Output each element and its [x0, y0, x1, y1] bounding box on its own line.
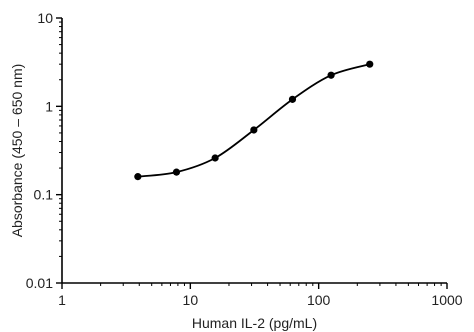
x-tick-label: 10 — [183, 292, 199, 308]
axes — [61, 18, 447, 284]
data-point — [172, 168, 181, 176]
x-axis-ticks: 1 10 100 1000 — [58, 283, 463, 308]
data-point — [288, 95, 297, 103]
data-point — [134, 173, 142, 181]
x-tick-label: 1000 — [431, 292, 462, 308]
y-tick-label: 0.01 — [26, 275, 53, 291]
data-point — [327, 71, 335, 79]
y-axis-title: Absorbance (450 – 650 nm) — [9, 64, 25, 238]
y-tick-label: 1 — [45, 98, 53, 114]
x-tick-label: 1 — [58, 292, 66, 308]
data-point — [366, 60, 374, 68]
data-point — [211, 154, 219, 162]
data-point — [250, 126, 258, 134]
x-axis-title: Human IL-2 (pg/mL) — [192, 315, 317, 331]
fit-curve — [137, 63, 370, 178]
y-tick-label: 0.1 — [34, 187, 54, 203]
series-layer — [134, 60, 374, 181]
y-tick-label: 10 — [37, 10, 53, 26]
y-axis-ticks: 0.01 0.1 1 10 — [26, 10, 62, 291]
x-tick-label: 100 — [307, 292, 331, 308]
